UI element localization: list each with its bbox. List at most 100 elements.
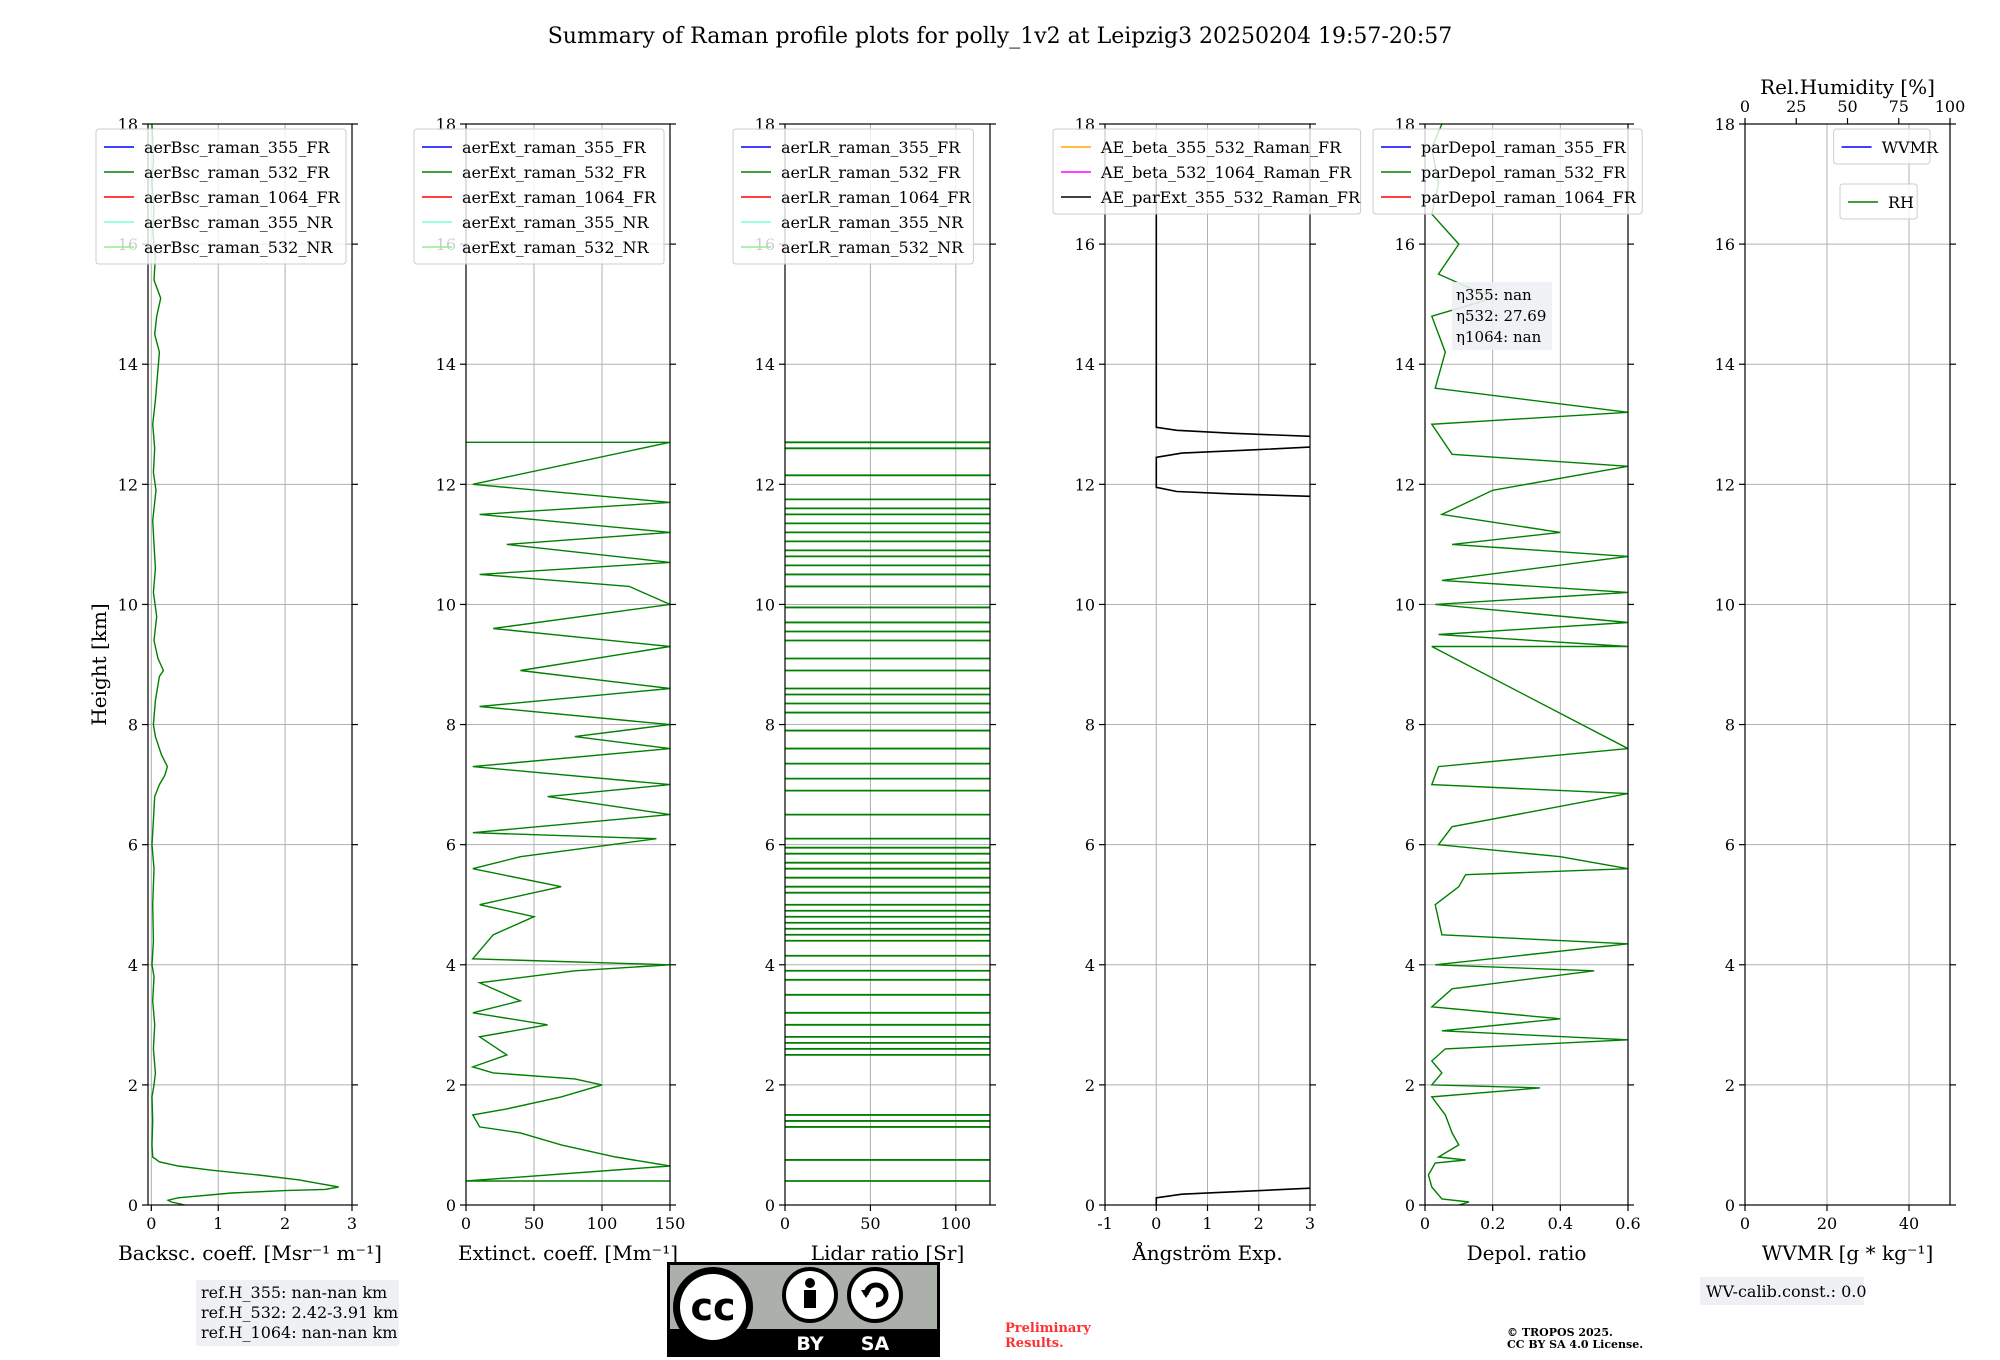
x-tick-label: 2	[280, 1214, 290, 1233]
wv-calib-text: WV-calib.const.: 0.0	[1706, 1282, 1867, 1301]
x-axis-label: Ångström Exp.	[1131, 1240, 1282, 1265]
sa-icon	[847, 1267, 903, 1323]
y-tick-label: 2	[1085, 1076, 1095, 1095]
y-tick-label: 0	[1085, 1196, 1095, 1215]
x-tick-label: 0.2	[1480, 1214, 1505, 1233]
y-tick-label: 0	[1405, 1196, 1415, 1215]
legend-label: aerBsc_raman_1064_FR	[144, 188, 341, 207]
preliminary-text: Preliminary	[1005, 1321, 1091, 1336]
legend-label: aerExt_raman_1064_FR	[462, 188, 657, 207]
y-tick-label: 2	[1405, 1076, 1415, 1095]
x-axis-label: Backsc. coeff. [Msr⁻¹ m⁻¹]	[118, 1241, 382, 1265]
sa-icon-arrowhead	[861, 1290, 871, 1298]
preliminary-text: Results.	[1005, 1336, 1064, 1351]
y-tick-label: 10	[1395, 595, 1415, 614]
legend-label: aerExt_raman_532_NR	[462, 238, 650, 257]
y-tick-label: 10	[1715, 595, 1735, 614]
panel-6: 0 20 40 0 2 4 6 8 10 12 14 16 18 WVMR [g * kg⁻¹] 0 25 50…	[1700, 75, 1965, 1305]
series-group	[466, 441, 670, 1182]
y-tick-label: 14	[436, 355, 456, 374]
legend-label: aerLR_raman_1064_FR	[781, 188, 971, 207]
x-tick-label: 0	[1420, 1214, 1430, 1233]
y-tick-label: 10	[118, 595, 138, 614]
y-tick-label: 14	[755, 355, 775, 374]
legend-label: aerLR_raman_532_FR	[781, 163, 961, 182]
x-axis-label: WVMR [g * kg⁻¹]	[1762, 1241, 1934, 1265]
y-tick-label: 4	[1725, 956, 1735, 975]
series-group	[785, 441, 990, 1182]
ref-height-box	[196, 1280, 399, 1346]
legend-label: WVMR	[1882, 138, 1939, 157]
x-tick-label: 0	[461, 1214, 471, 1233]
ref-height-text: ref.H_355: nan-nan km	[201, 1283, 387, 1302]
legend-box	[413, 128, 665, 265]
top-x-tick-label: 75	[1889, 97, 1909, 116]
y-tick-label: 10	[755, 595, 775, 614]
legend-label: aerLR_raman_355_NR	[781, 213, 964, 232]
legend-box	[1372, 128, 1643, 215]
panel-2: 050100150024681012141618Extinct. coeff. …	[413, 115, 685, 1265]
legend-label: aerBsc_raman_355_FR	[144, 138, 330, 157]
y-tick-label: 12	[1715, 475, 1735, 494]
y-tick-label: 4	[446, 956, 456, 975]
y-tick-label: 6	[1725, 836, 1735, 855]
axes-frame	[1744, 123, 1951, 1206]
legend-label: AE_parExt_355_532_Raman_FR	[1100, 188, 1361, 207]
series-group	[1427, 124, 1628, 1205]
series-line	[1427, 124, 1628, 1205]
y-tick-label: 6	[446, 836, 456, 855]
eta-text: η355: nan	[1456, 286, 1532, 304]
legend-box	[1833, 128, 1931, 165]
y-tick-label: 8	[128, 716, 138, 735]
y-tick-label: 12	[1395, 475, 1415, 494]
eta-text: η532: 27.69	[1456, 307, 1546, 325]
y-tick-label: 14	[1715, 355, 1735, 374]
y-tick-label: 16	[1715, 235, 1735, 254]
sa-icon-arrow	[863, 1282, 889, 1308]
legend-label: aerBsc_raman_355_NR	[144, 213, 333, 232]
y-tick-label: 4	[765, 956, 775, 975]
y-tick-label: 8	[1085, 716, 1095, 735]
top-x-tick-label: 0	[1740, 97, 1750, 116]
x-tick-label: 0	[1151, 1214, 1161, 1233]
y-tick-label: 14	[118, 355, 138, 374]
y-tick-label: 6	[1085, 836, 1095, 855]
legend-label: parDepol_raman_1064_FR	[1421, 188, 1637, 207]
by-icon-body	[804, 1290, 816, 1308]
top-x-tick-label: 25	[1786, 97, 1806, 116]
legend-label: parDepol_raman_355_FR	[1421, 138, 1627, 157]
y-tick-label: 14	[1075, 355, 1095, 374]
panel-1: 0123024681012141618Backsc. coeff. [Msr⁻¹…	[95, 115, 399, 1346]
legend-label: AE_beta_532_1064_Raman_FR	[1100, 163, 1352, 182]
x-tick-label: 40	[1899, 1214, 1919, 1233]
y-tick-label: 12	[436, 475, 456, 494]
series-segment	[1155, 446, 1310, 498]
series-line	[151, 124, 339, 1205]
y-tick-label: 10	[436, 595, 456, 614]
eta-box	[1452, 282, 1552, 350]
y-tick-label: 12	[755, 475, 775, 494]
legend-box	[732, 128, 974, 265]
x-axis-label: Depol. ratio	[1467, 1241, 1587, 1265]
x-tick-label: 0	[780, 1214, 790, 1233]
x-axis-label: Lidar ratio [Sr]	[811, 1241, 965, 1265]
legend-label: aerExt_raman_355_NR	[462, 213, 650, 232]
y-tick-label: 18	[1715, 115, 1735, 134]
y-tick-label: 0	[446, 1196, 456, 1215]
y-tick-label: 4	[1405, 956, 1415, 975]
y-tick-label: 16	[1395, 235, 1415, 254]
ref-height-text: ref.H_1064: nan-nan km	[201, 1323, 397, 1342]
x-tick-label: 0	[1740, 1214, 1750, 1233]
x-tick-label: 1	[213, 1214, 223, 1233]
y-tick-label: 0	[128, 1196, 138, 1215]
y-tick-label: 2	[446, 1076, 456, 1095]
x-tick-label: 100	[941, 1214, 972, 1233]
y-tick-label: 0	[1725, 1196, 1735, 1215]
y-tick-label: 12	[118, 475, 138, 494]
y-tick-label: 6	[765, 836, 775, 855]
series-group	[151, 124, 339, 1205]
y-tick-label: 12	[1075, 475, 1095, 494]
legend-label: aerExt_raman_532_FR	[462, 163, 647, 182]
